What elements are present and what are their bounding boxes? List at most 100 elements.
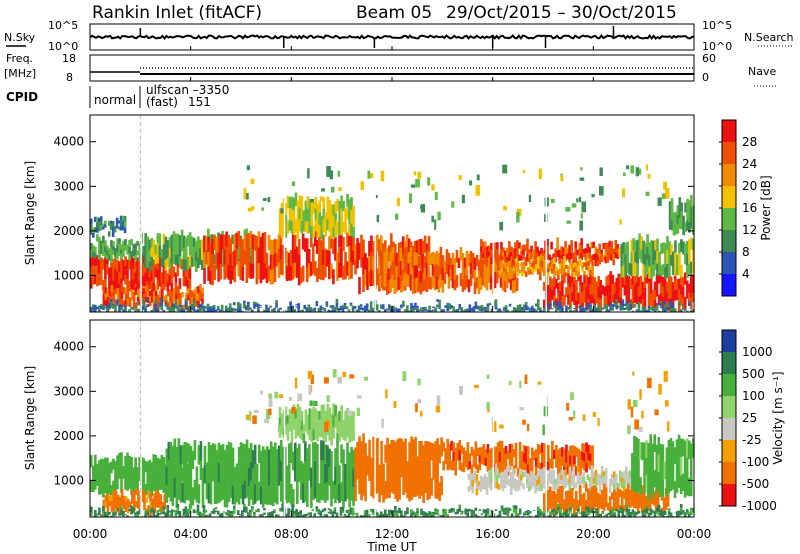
colorbar-cell bbox=[722, 230, 736, 252]
echo-region bbox=[618, 233, 695, 280]
colorbar-tick-label: 20 bbox=[742, 179, 757, 193]
echo-region bbox=[668, 194, 695, 236]
x-axis-label: Time UT bbox=[366, 540, 417, 554]
freq-tick-top: 18 bbox=[62, 52, 76, 65]
y-tick-label: 3000 bbox=[53, 384, 84, 398]
x-tick-label: 20:00 bbox=[576, 527, 611, 541]
colorbar-cell bbox=[722, 274, 736, 296]
x-tick-label: 04:00 bbox=[173, 527, 208, 541]
sparse-echoes bbox=[243, 164, 670, 231]
data-gap bbox=[492, 320, 495, 517]
data-gap bbox=[492, 115, 495, 312]
sparse-echoes bbox=[246, 369, 670, 436]
cpid-mode-ulfscan: ulfscan –3350 bbox=[146, 83, 229, 97]
colorbar-tick-label: 500 bbox=[742, 367, 765, 381]
cpid-row: CPID normal ulfscan –3350 (fast) 151 bbox=[6, 83, 229, 109]
y-tick-label: 1000 bbox=[53, 473, 84, 487]
cpid-mode-normal: normal bbox=[94, 93, 136, 107]
echo-region bbox=[467, 465, 632, 496]
y-tick-label: 2000 bbox=[53, 429, 84, 443]
colorbar-cell bbox=[722, 396, 736, 418]
nsky-label: N.Sky bbox=[4, 31, 36, 44]
data-gap bbox=[283, 320, 286, 517]
station-title: Rankin Inlet (fitACF) bbox=[92, 3, 262, 23]
colorbar-tick-label: 4 bbox=[742, 267, 750, 281]
x-tick-label: 00:00 bbox=[677, 527, 712, 541]
data-gap bbox=[545, 320, 548, 517]
colorbar-cell bbox=[722, 142, 736, 164]
data-gap bbox=[374, 115, 376, 312]
data-gap bbox=[140, 115, 142, 312]
freq-tick-bottom: 8 bbox=[66, 71, 73, 84]
power-y-axis-label: Slant Range [km] bbox=[23, 161, 37, 265]
echo-region bbox=[631, 434, 695, 501]
y-tick-label: 3000 bbox=[53, 179, 84, 193]
nsky-panel: N.Sky 10^5 10^0 10^5 10^0 N.Search bbox=[4, 19, 794, 53]
nave-tick-top: 60 bbox=[702, 52, 716, 65]
colorbar-cell bbox=[722, 330, 736, 352]
colorbar-tick-label: 100 bbox=[742, 389, 765, 403]
power-colorbar-label: Power [dB] bbox=[759, 175, 773, 240]
echo-region bbox=[89, 215, 127, 238]
colorbar-cell bbox=[722, 352, 736, 374]
freq-label-line1: Freq. bbox=[6, 52, 33, 65]
x-tick-label: 08:00 bbox=[274, 527, 309, 541]
colorbar-tick-label: -1000 bbox=[742, 499, 777, 513]
colorbar-tick-label: 12 bbox=[742, 223, 757, 237]
colorbar-tick-label: 16 bbox=[742, 201, 757, 215]
velocity-colorbar: 1000 500 100 25 -25 -100 -500 -1000 Velocity [m… bbox=[719, 329, 785, 513]
echo-region bbox=[90, 298, 695, 312]
x-tick-label: 00:00 bbox=[73, 527, 108, 541]
colorbar-cell bbox=[722, 462, 736, 484]
colorbar-cell bbox=[722, 418, 736, 440]
colorbar-tick-label: 24 bbox=[742, 157, 757, 171]
nsearch-tick-top: 10^5 bbox=[702, 19, 732, 32]
echo-region bbox=[102, 282, 204, 312]
colorbar-cell bbox=[722, 186, 736, 208]
nsearch-tick-bottom: 10^0 bbox=[702, 40, 732, 53]
cpid-mode-fast-code: 151 bbox=[188, 95, 211, 109]
colorbar-tick-label: 1000 bbox=[742, 345, 773, 359]
echo-region bbox=[543, 268, 695, 312]
colorbar-tick-label: 8 bbox=[742, 245, 750, 259]
echo-region bbox=[90, 503, 695, 517]
x-tick-label: 16:00 bbox=[475, 527, 510, 541]
nave-tick-bottom: 0 bbox=[702, 71, 709, 84]
colorbar-cell bbox=[722, 440, 736, 462]
data-gap bbox=[545, 115, 548, 312]
date-range: 29/Oct/2015 – 30/Oct/2015 bbox=[446, 3, 677, 23]
nave-label: Nave bbox=[748, 65, 776, 78]
y-tick-label: 4000 bbox=[53, 135, 84, 149]
echo-region bbox=[354, 433, 443, 503]
y-tick-label: 2000 bbox=[53, 224, 84, 238]
data-gap bbox=[283, 115, 286, 312]
time-axis: 00:00 04:00 08:00 12:00 16:00 20:00 00:00 bbox=[73, 46, 712, 541]
colorbar-cell bbox=[722, 484, 736, 506]
echo-region bbox=[165, 438, 355, 509]
velocity-y-axis-label: Slant Range [km] bbox=[23, 366, 37, 470]
power-panel: 1000 2000 3000 4000 Slant Range [km] bbox=[23, 114, 695, 313]
nsky-tick-top: 10^5 bbox=[48, 19, 78, 32]
nsky-tick-bottom: 10^0 bbox=[48, 40, 78, 53]
colorbar-cell bbox=[722, 252, 736, 274]
colorbar-tick-label: 28 bbox=[742, 135, 757, 149]
colorbar-cell bbox=[722, 374, 736, 396]
velocity-colorbar-label: Velocity [m s⁻¹] bbox=[771, 371, 785, 464]
cpid-mode-fast: (fast) bbox=[146, 95, 178, 109]
power-colorbar: 4 8 12 16 20 24 28 Power [dB] bbox=[719, 119, 773, 297]
echo-region bbox=[278, 192, 355, 240]
echo-region bbox=[90, 234, 141, 263]
freq-label-line2: [MHz] bbox=[4, 67, 36, 80]
colorbar-tick-label: -500 bbox=[742, 477, 769, 491]
beam-label: Beam 05 bbox=[356, 3, 432, 23]
freq-panel: Freq. [MHz] 18 8 60 0 Nave bbox=[4, 52, 776, 87]
data-gap bbox=[374, 320, 376, 517]
colorbar-tick-label: -100 bbox=[742, 455, 769, 469]
colorbar-cell bbox=[722, 208, 736, 230]
y-tick-label: 4000 bbox=[53, 340, 84, 354]
colorbar-tick-label: -25 bbox=[742, 433, 762, 447]
colorbar-tick-label: 25 bbox=[742, 411, 757, 425]
colorbar-cell bbox=[722, 120, 736, 142]
velocity-panel: 1000 2000 3000 4000 Slant Range [km] bbox=[23, 319, 695, 518]
